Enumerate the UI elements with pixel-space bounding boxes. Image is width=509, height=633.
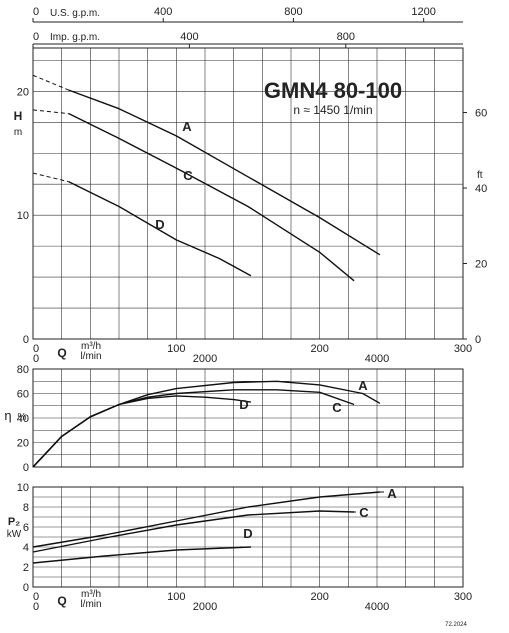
top-axes: U.S. g.p.m. Imp. g.p.m.	[33, 8, 463, 45]
power-curve-label-c: C	[359, 505, 369, 520]
usgpm-tick-label: 0	[33, 6, 39, 18]
power-y-tick-label: 4	[23, 542, 29, 554]
efficiency-curve-label-c: C	[332, 400, 342, 415]
efficiency-y-tick-label: 0	[23, 462, 29, 474]
impgpm-tick-label: 0	[33, 31, 39, 43]
q-lmin-tick-label: 4000	[365, 601, 389, 613]
head-curve-a	[68, 89, 381, 256]
power-curve-label-a: A	[387, 486, 397, 501]
ft-axis-label: ft	[477, 170, 483, 181]
q-unit-m3h: m³/h	[81, 589, 101, 600]
power-curve-c	[32, 510, 355, 553]
q-m3h-tick-label: 100	[167, 591, 185, 603]
head-curve-label-d: D	[155, 217, 164, 232]
q-lmin-tick-label: 2000	[193, 601, 217, 613]
efficiency-y-tick-label: 60	[17, 389, 29, 401]
head-y-tick-label: 20	[17, 86, 29, 98]
power-y-tick-label: 8	[23, 502, 29, 514]
efficiency-panel: 0 20 40 60 80 η % A C D	[4, 364, 464, 474]
q-m3h-tick-label: 200	[310, 343, 328, 355]
code-label: 72.2024	[445, 622, 467, 628]
efficiency-y-tick-label: 40	[17, 413, 29, 425]
head-curve-c	[68, 112, 355, 282]
efficiency-frame	[32, 368, 464, 468]
head-curve-c-extension	[32, 109, 69, 115]
q-lmin-zero: 0	[33, 353, 39, 365]
q-m3h-tick-label: 300	[454, 591, 472, 603]
usgpm-axis-label: U.S. g.p.m.	[50, 8, 100, 19]
ft-tick-label: 20	[475, 259, 487, 271]
head-frame	[32, 47, 464, 340]
head-curve-a-extension	[32, 74, 70, 91]
power-frame	[32, 486, 464, 588]
efficiency-y-tick-label: 20	[17, 438, 29, 450]
power-y-tick-label: 10	[17, 482, 29, 494]
ft-tick-label: 40	[475, 183, 487, 195]
power-y-tick-label: 0	[23, 582, 29, 594]
power-curve-a	[32, 491, 380, 548]
head-curve-d	[68, 181, 252, 277]
head-y-tick-label: 0	[23, 334, 29, 346]
head-curve-label-c: C	[183, 168, 193, 183]
q-lmin-zero: 0	[33, 601, 39, 613]
head-axis-symbol: H	[14, 109, 23, 123]
q-unit-lmin: l/min	[80, 351, 101, 362]
head-curve-d-extension	[32, 172, 69, 183]
q-m3h-tick-label: 300	[454, 343, 472, 355]
usgpm-tick-label: 1200	[411, 6, 435, 18]
head-y-tick-label: 10	[17, 210, 29, 222]
power-axis-unit: kW	[7, 529, 22, 540]
efficiency-y-tick-label: 80	[17, 364, 29, 376]
q-axis-label: Q	[57, 346, 66, 360]
efficiency-curve-d	[32, 395, 252, 468]
usgpm-tick-label: 400	[154, 6, 172, 18]
efficiency-curve-a	[32, 380, 381, 468]
title-box: GMN4 80-100 n ≈ 1450 1/min	[236, 73, 430, 125]
q-axis-label: Q	[57, 594, 66, 608]
q-m3h-tick-label: 0	[33, 343, 39, 355]
q-m3h-tick-label: 200	[310, 591, 328, 603]
chart-subtitle: n ≈ 1450 1/min	[293, 103, 372, 117]
efficiency-curve-label-a: A	[358, 378, 368, 393]
chart-title: GMN4 80-100	[264, 78, 402, 103]
power-axis-symbol: P₂	[8, 516, 20, 528]
efficiency-curve-c	[32, 389, 355, 468]
q-lmin-tick-label: 4000	[365, 353, 389, 365]
efficiency-curve-label-d: D	[239, 397, 248, 412]
q-lmin-tick-label: 2000	[193, 353, 217, 365]
power-y-tick-label: 2	[23, 562, 29, 574]
impgpm-tick-label: 800	[337, 31, 355, 43]
efficiency-axis-unit: %	[18, 412, 27, 423]
power-curve-label-d: D	[243, 526, 252, 541]
ft-tick-label: 0	[475, 334, 481, 346]
usgpm-tick-label: 800	[284, 6, 302, 18]
q-m3h-tick-label: 100	[167, 343, 185, 355]
ft-tick-label: 60	[475, 108, 487, 120]
power-curve-d	[32, 546, 251, 564]
q-unit-lmin: l/min	[80, 599, 101, 610]
impgpm-tick-label: 400	[180, 31, 198, 43]
head-axis-unit: m	[14, 127, 22, 138]
efficiency-axis-symbol: η	[4, 408, 11, 423]
head-curve-label-a: A	[182, 119, 192, 134]
q-m3h-tick-label: 0	[33, 591, 39, 603]
impgpm-axis-label: Imp. g.p.m.	[50, 32, 100, 43]
power-y-tick-label: 6	[23, 522, 29, 534]
q-unit-m3h: m³/h	[81, 341, 101, 352]
